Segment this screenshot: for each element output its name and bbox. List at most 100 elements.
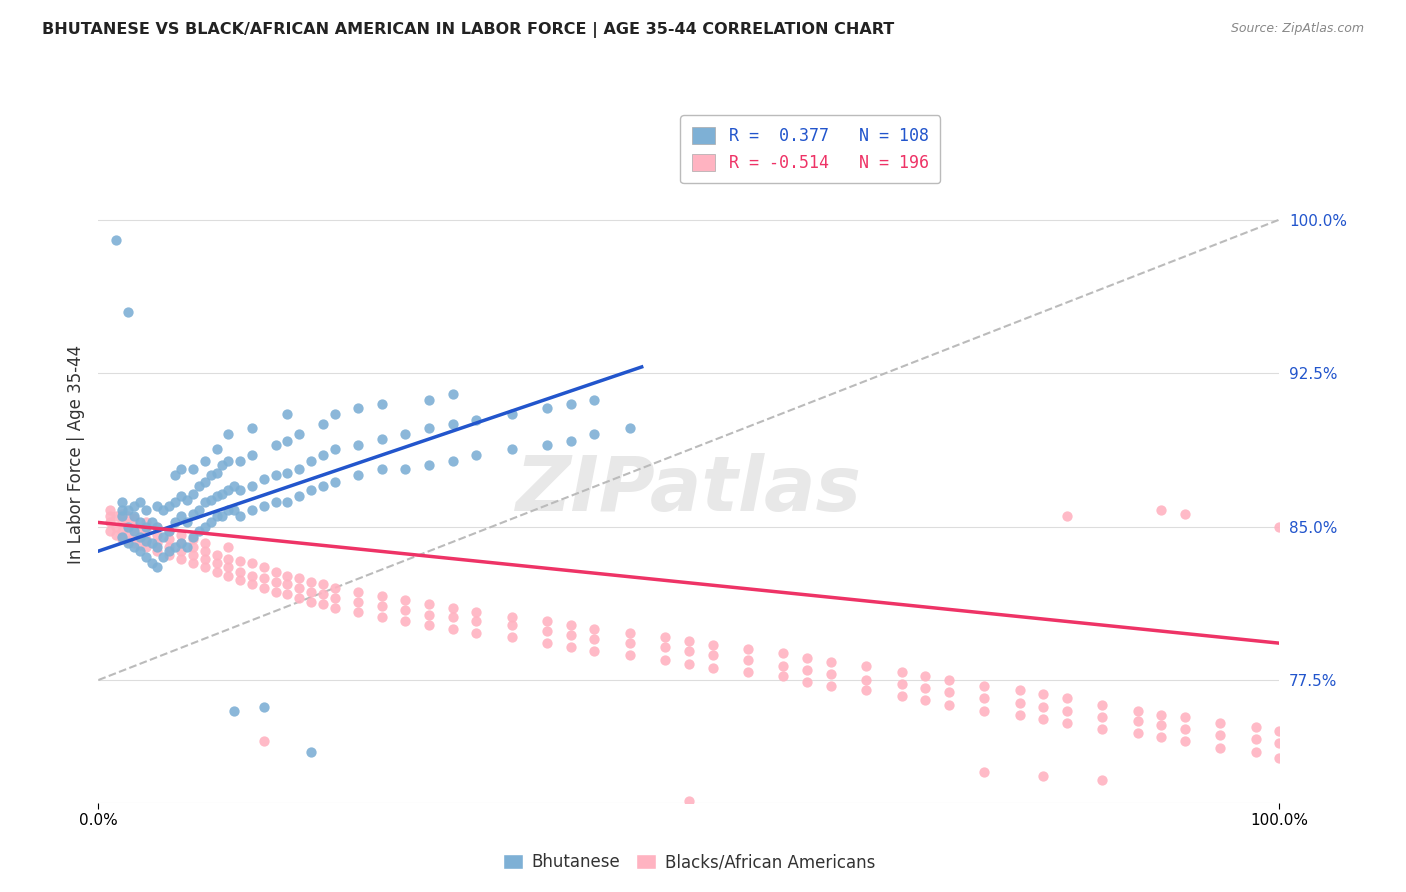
Point (146, 527, 169, 541)
Point (253, 734, 276, 748)
Point (176, 540, 198, 554)
Point (122, 536, 145, 550)
Point (111, 503, 134, 517)
Point (200, 516, 222, 530)
Point (117, 525, 139, 540)
Point (371, 462, 394, 476)
Point (796, 650, 818, 665)
Point (1008, 696, 1031, 710)
Point (111, 532, 134, 546)
Point (157, 544, 180, 558)
Point (205, 489, 228, 503)
Point (276, 495, 298, 509)
Point (170, 536, 193, 550)
Point (194, 495, 217, 509)
Point (181, 530, 204, 544)
Point (117, 533, 139, 548)
Point (418, 392, 440, 407)
Point (501, 442, 523, 456)
Point (288, 571, 311, 585)
Point (98, 524, 121, 538)
Point (501, 617, 523, 632)
Point (105, 233, 128, 247)
Point (288, 591, 311, 606)
Point (165, 540, 187, 554)
Point (205, 467, 228, 481)
Point (146, 544, 169, 558)
Point (1209, 728, 1232, 742)
Point (157, 540, 180, 554)
Point (135, 503, 157, 517)
Point (418, 617, 440, 632)
Point (181, 532, 204, 546)
Point (98, 509, 121, 524)
Point (181, 548, 204, 562)
Point (117, 509, 139, 524)
Point (181, 557, 204, 571)
Point (187, 524, 209, 538)
Point (619, 648, 641, 663)
Point (128, 544, 150, 558)
Point (1032, 769, 1054, 783)
Point (737, 652, 759, 666)
Point (312, 597, 335, 611)
Point (240, 577, 263, 591)
Point (820, 666, 842, 681)
Point (117, 304, 139, 318)
Point (418, 597, 440, 611)
Point (146, 499, 169, 513)
Point (1209, 716, 1232, 731)
Point (135, 519, 157, 533)
Point (276, 434, 298, 448)
Point (135, 516, 157, 530)
Point (560, 434, 582, 448)
Point (347, 606, 370, 620)
Point (205, 565, 228, 579)
Point (165, 495, 187, 509)
Point (253, 499, 276, 513)
Point (1174, 710, 1197, 724)
Point (772, 658, 794, 673)
Point (890, 665, 912, 679)
Point (371, 397, 394, 411)
Point (205, 548, 228, 562)
Point (194, 552, 217, 566)
Point (217, 540, 239, 554)
Point (1244, 732, 1267, 747)
Point (200, 468, 222, 483)
Point (973, 765, 995, 780)
Point (181, 540, 204, 554)
Point (276, 568, 298, 582)
Point (141, 536, 163, 550)
Point (264, 495, 287, 509)
Point (170, 527, 193, 541)
Point (536, 636, 558, 650)
Point (111, 495, 134, 509)
Point (1126, 726, 1149, 740)
Point (194, 560, 217, 574)
Point (323, 581, 346, 595)
Point (418, 421, 440, 435)
Point (217, 427, 239, 442)
Point (1268, 751, 1291, 765)
Point (371, 432, 394, 446)
Point (105, 527, 128, 541)
Point (441, 609, 464, 624)
Point (122, 524, 145, 538)
Point (165, 468, 187, 483)
Point (117, 519, 139, 533)
Point (678, 657, 700, 671)
Point (170, 544, 193, 558)
Point (441, 454, 464, 468)
Point (217, 483, 239, 497)
Point (224, 704, 246, 718)
Point (678, 794, 700, 808)
Point (312, 478, 335, 492)
Point (1032, 687, 1054, 701)
Point (211, 458, 233, 472)
Point (312, 577, 335, 591)
Point (146, 536, 169, 550)
Point (536, 438, 558, 452)
Point (890, 690, 912, 704)
Point (157, 532, 180, 546)
